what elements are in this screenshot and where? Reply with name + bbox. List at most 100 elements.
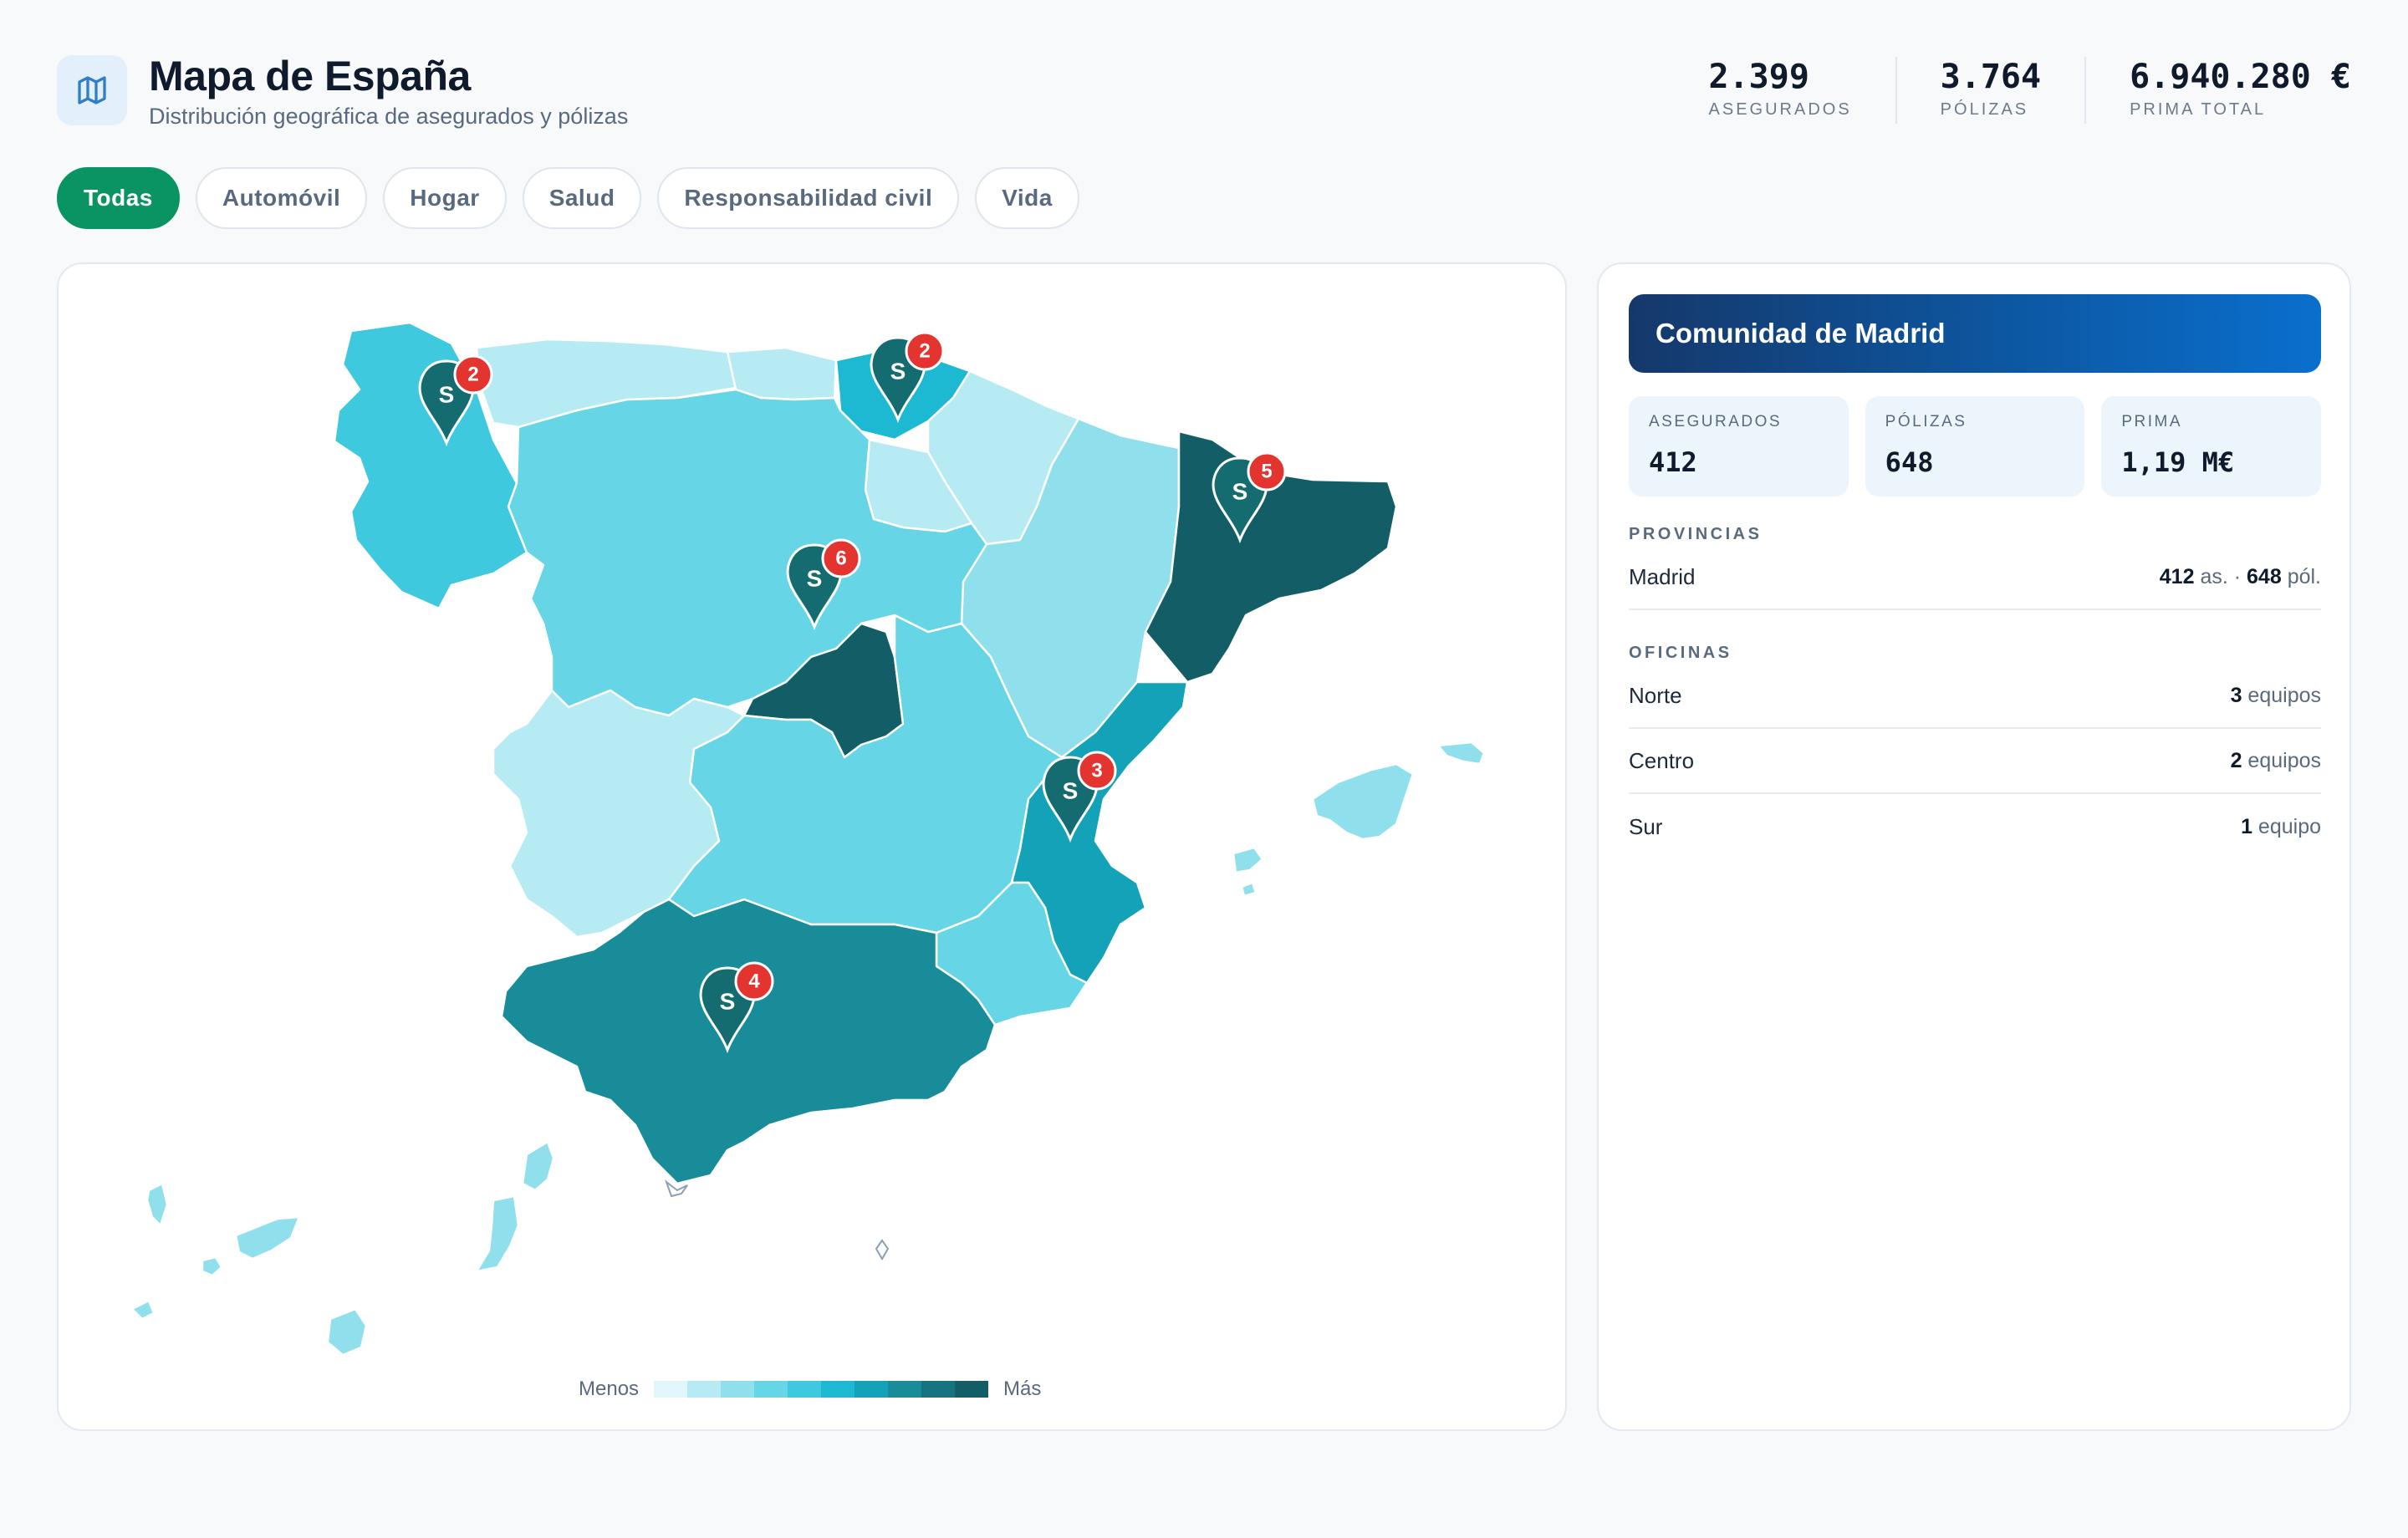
office-pin[interactable]: S5 <box>1212 451 1287 544</box>
office-team-unit: equipos <box>2247 748 2321 772</box>
office-team-count: 1 <box>2241 814 2252 838</box>
pin-count-badge <box>1077 751 1117 791</box>
pin-label: S <box>439 381 455 407</box>
map-legend: Menos Más <box>579 1378 1041 1401</box>
page-title: Mapa de España <box>149 53 471 99</box>
office-team-unit: equipo <box>2258 814 2321 838</box>
legend-swatch <box>721 1381 755 1398</box>
legend-swatch <box>955 1381 989 1398</box>
region-canarias-tenerife[interactable]: Canarias <box>234 1215 301 1260</box>
region-islas-baleares[interactable]: Islas Baleares <box>1311 762 1415 841</box>
pin-label: S <box>890 358 906 384</box>
kpi-summary: 2.399 ASEGURADOS 3.764 PÓLIZAS 6.940.280… <box>1709 57 2351 124</box>
stat-asegurados: ASEGURADOS 412 <box>1629 396 1849 497</box>
region-comunidad-valenciana[interactable]: Comunidad Valenciana <box>1010 680 1189 985</box>
pin-label: S <box>807 565 823 591</box>
stat-prima: PRIMA 1,19 M€ <box>2101 396 2322 497</box>
kpi-value: 6.940.280 € <box>2130 58 2351 96</box>
province-values: 412 as. · 648 pól. <box>2160 565 2321 589</box>
pin-count: 2 <box>919 339 930 362</box>
region-ibiza[interactable]: Islas Baleares <box>1232 846 1264 874</box>
office-pin[interactable]: S4 <box>699 961 774 1054</box>
office-row-sur[interactable]: Sur 1 equipo <box>1629 794 2321 859</box>
page-header: Mapa de España Distribución geográfica d… <box>57 52 2351 135</box>
legend-swatch <box>855 1381 889 1398</box>
office-teams: 3 equipos <box>2231 684 2321 708</box>
office-row-centro[interactable]: Centro 2 equipos <box>1629 729 2321 794</box>
stat-polizas: PÓLIZAS 648 <box>1865 396 2085 497</box>
kpi-label: ASEGURADOS <box>1708 100 1852 119</box>
legend-swatch <box>921 1381 956 1398</box>
region-galicia[interactable]: Galicia <box>333 321 528 610</box>
stat-label: PRIMA <box>2121 413 2183 430</box>
region-canarias-la-palma[interactable]: Canarias <box>145 1182 169 1227</box>
filter-salud[interactable]: Salud <box>522 167 642 229</box>
kpi-value: 3.764 <box>1940 58 2042 96</box>
region-menorca[interactable]: Islas Baleares <box>1436 741 1486 766</box>
pin-count: 3 <box>1091 759 1102 782</box>
region-detail-panel: Comunidad de Madrid ASEGURADOS 412 PÓLIZ… <box>1597 262 2351 1431</box>
legend-swatch <box>754 1381 788 1398</box>
legend-swatch <box>788 1381 822 1398</box>
region-formentera[interactable]: Islas Baleares <box>1240 881 1258 898</box>
pin-label: S <box>720 988 736 1014</box>
office-row-norte[interactable]: Norte 3 equipos <box>1629 664 2321 729</box>
oficinas-heading: OFICINAS <box>1629 644 1732 662</box>
office-pin[interactable]: S2 <box>418 354 493 447</box>
region-canarias-lanzarote[interactable]: Canarias <box>521 1140 555 1192</box>
pin-count: 5 <box>1261 460 1272 482</box>
region-extremadura[interactable]: Extremadura <box>492 689 746 939</box>
region-canarias-gomera[interactable]: Canarias <box>201 1255 223 1277</box>
filter-vida[interactable]: Vida <box>975 167 1079 229</box>
kpi-asegurados: 2.399 ASEGURADOS <box>1709 57 1895 120</box>
map-icon <box>57 55 127 125</box>
spain-choropleth-map: Galicia Asturias Cantabria País Vasco Na… <box>130 321 1486 1357</box>
polizas-unit: pól. <box>2287 564 2321 588</box>
kpi-prima-total: 6.940.280 € PRIMA TOTAL <box>2086 57 2351 120</box>
page-subtitle: Distribución geográfica de asegurados y … <box>149 104 629 129</box>
office-team-count: 2 <box>2230 748 2242 772</box>
filter-automovil[interactable]: Automóvil <box>195 167 368 229</box>
pin-count: 2 <box>467 363 478 385</box>
province-name: Madrid <box>1629 563 1696 589</box>
province-polizas: 648 <box>2247 564 2282 588</box>
province-row[interactable]: Madrid 412 as. · 648 pól. <box>1629 545 2321 610</box>
region-andalucia[interactable]: Andalucía <box>500 898 997 1185</box>
legend-swatch <box>888 1381 922 1398</box>
stat-value: 412 <box>1649 446 1697 478</box>
filter-responsabilidad-civil[interactable]: Responsabilidad civil <box>657 167 960 229</box>
stat-value: 1,19 M€ <box>2121 446 2235 478</box>
office-teams: 1 equipo <box>2241 815 2321 839</box>
region-canarias-gran-canaria[interactable]: Canarias <box>326 1307 368 1357</box>
legend-min-label: Menos <box>579 1378 640 1400</box>
region-canarias-fuerteventura[interactable]: Canarias <box>475 1194 520 1273</box>
region-ceuta <box>664 1179 688 1198</box>
asegurados-unit: as. · <box>2200 564 2242 588</box>
region-canarias-el-hierro[interactable]: Canarias <box>130 1299 156 1321</box>
pin-count: 4 <box>748 970 760 992</box>
pin-label: S <box>1232 478 1248 504</box>
provincias-heading: PROVINCIAS <box>1629 525 1763 543</box>
stat-label: PÓLIZAS <box>1885 413 1967 430</box>
legend-swatch <box>821 1381 855 1398</box>
kpi-polizas: 3.764 PÓLIZAS <box>1897 57 2084 120</box>
office-pin[interactable]: S2 <box>870 331 945 424</box>
product-filter-bar: Todas Automóvil Hogar Salud Responsabili… <box>57 167 1079 229</box>
filter-hogar[interactable]: Hogar <box>383 167 507 229</box>
pin-label: S <box>1063 777 1079 803</box>
office-pin[interactable]: S6 <box>786 538 861 631</box>
pin-count-badge <box>905 331 945 371</box>
legend-swatch <box>654 1381 688 1398</box>
filter-todas[interactable]: Todas <box>57 167 180 229</box>
kpi-divider <box>1895 57 1897 124</box>
legend-swatch <box>687 1381 722 1398</box>
office-name: Sur <box>1629 813 1663 839</box>
region-title: Comunidad de Madrid <box>1656 318 1946 349</box>
office-name: Norte <box>1629 682 1682 708</box>
office-pin[interactable]: S3 <box>1042 751 1117 843</box>
pin-count-badge <box>821 538 861 578</box>
pin-count: 6 <box>835 547 846 569</box>
legend-color-scale <box>654 1381 989 1398</box>
map-card: Galicia Asturias Cantabria País Vasco Na… <box>57 262 1567 1431</box>
pin-count-badge <box>734 961 774 1001</box>
